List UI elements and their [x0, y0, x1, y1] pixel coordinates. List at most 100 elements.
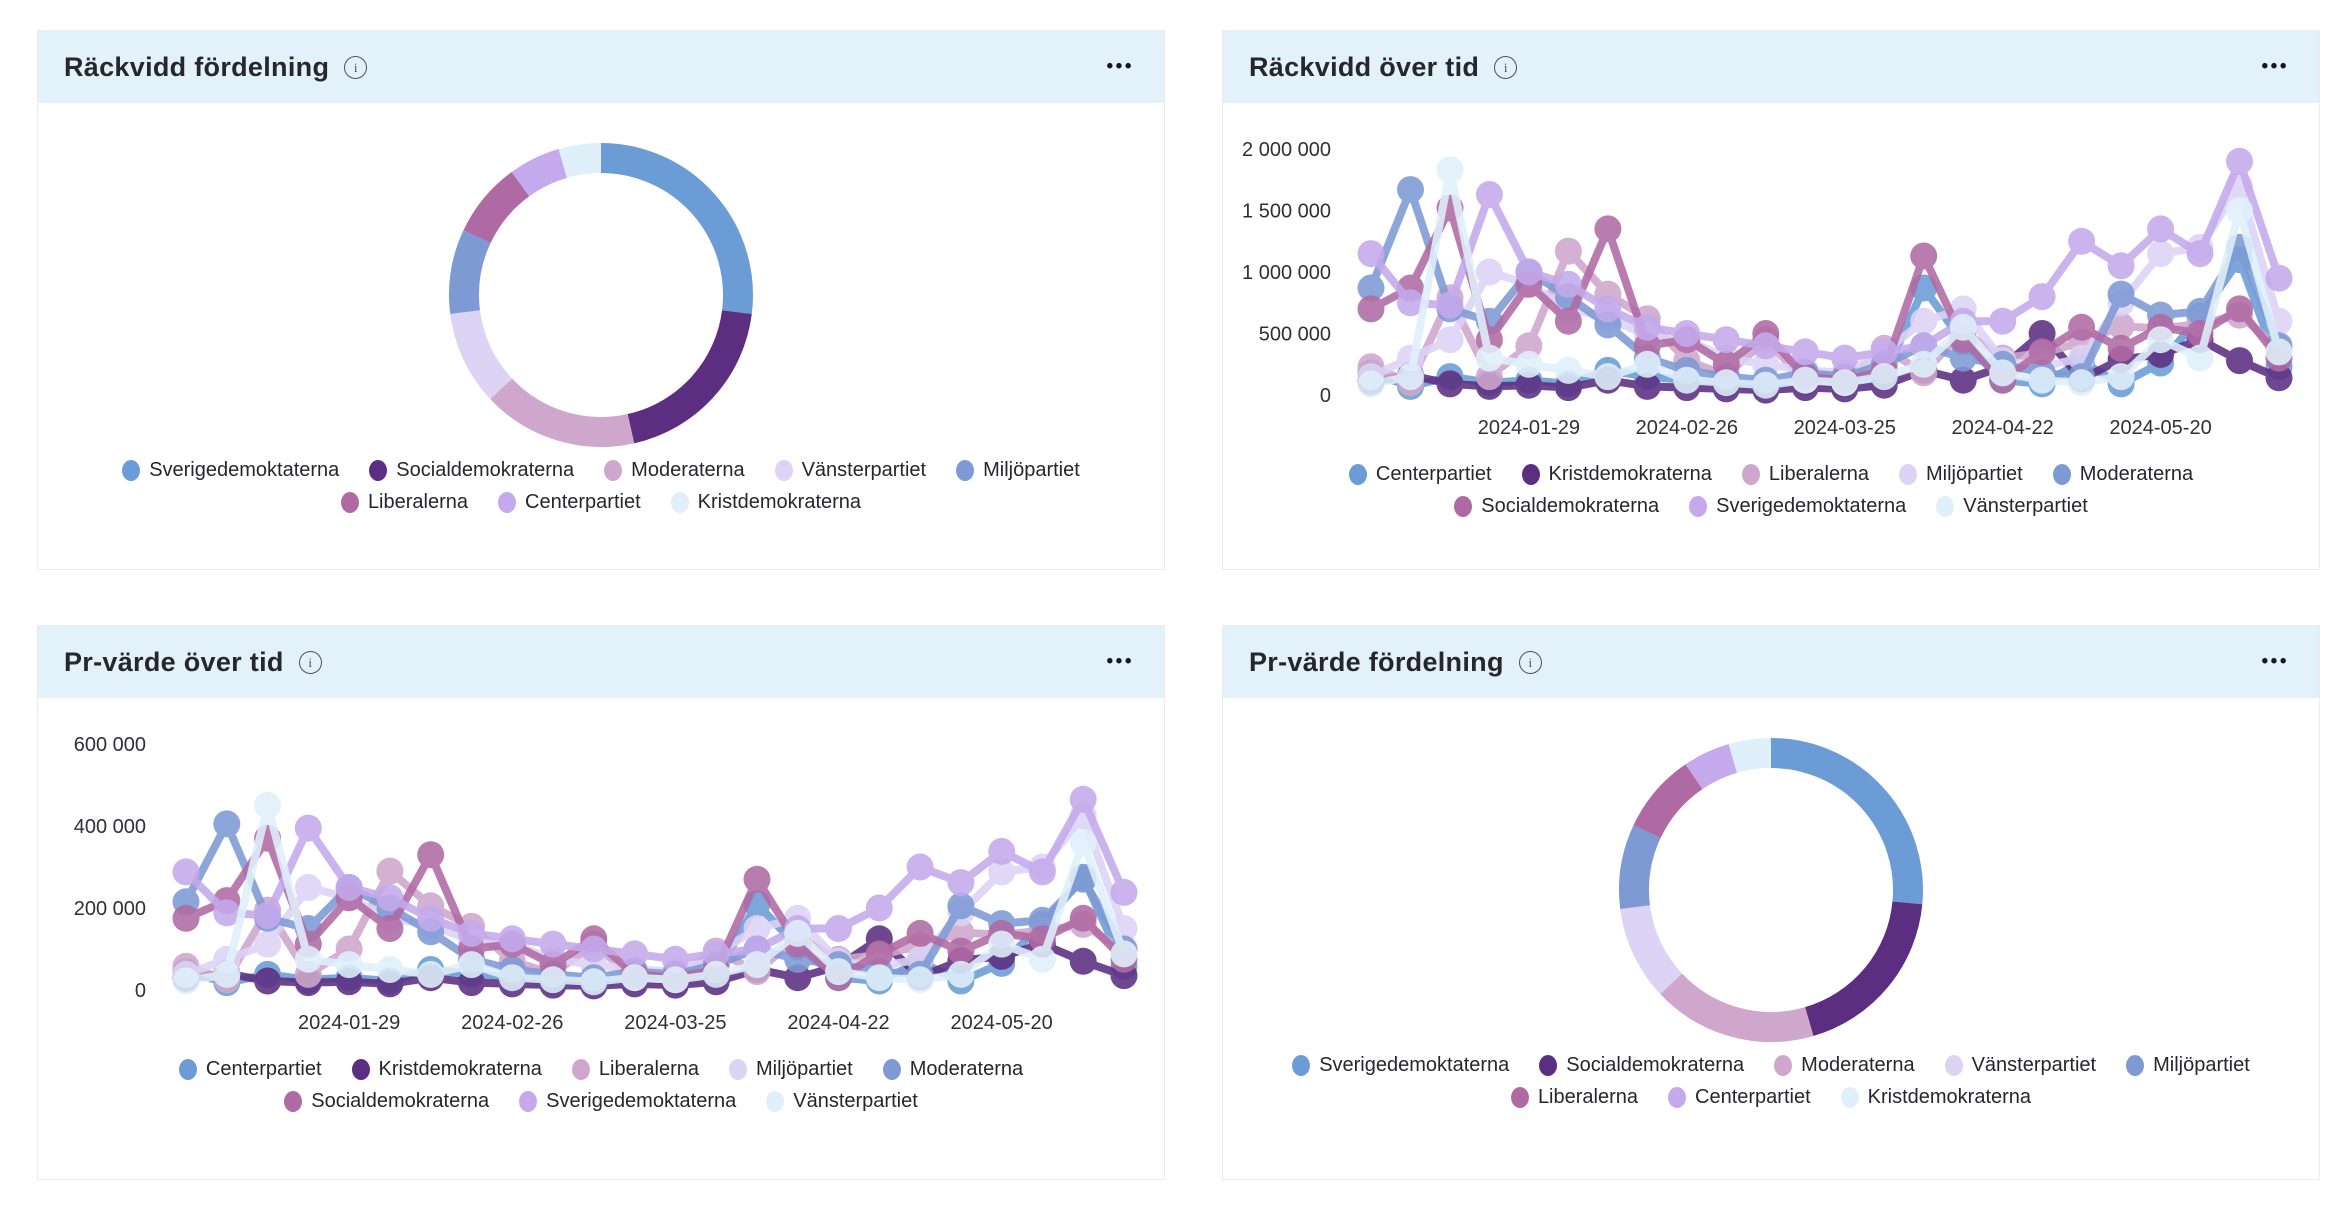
donut-slice[interactable]: [1770, 738, 1923, 905]
data-point[interactable]: [1633, 372, 1661, 400]
legend-item[interactable]: Kristdemokraterna: [1521, 463, 1712, 486]
data-point[interactable]: [1752, 332, 1780, 360]
data-point[interactable]: [1989, 359, 2017, 387]
legend-item[interactable]: Moderaterna: [2052, 463, 2193, 486]
data-point[interactable]: [947, 869, 975, 897]
legend-item[interactable]: Vänsterpartiet: [1936, 495, 2088, 518]
data-point[interactable]: [1870, 338, 1898, 366]
data-point[interactable]: [1028, 906, 1056, 934]
donut-slice[interactable]: [1685, 744, 1738, 790]
data-point[interactable]: [2068, 369, 2096, 397]
legend-item[interactable]: Socialdemokraterna: [284, 1090, 489, 1113]
legend-item[interactable]: Vänsterpartiet: [766, 1090, 918, 1113]
data-point[interactable]: [1949, 313, 1977, 341]
legend-item[interactable]: Liberalerna: [1510, 1086, 1638, 1109]
data-point[interactable]: [213, 960, 241, 988]
data-point[interactable]: [1028, 858, 1056, 886]
donut-slice[interactable]: [600, 143, 753, 315]
legend-item[interactable]: Liberalerna: [571, 1058, 699, 1081]
data-point[interactable]: [1673, 320, 1701, 347]
data-point[interactable]: [1554, 307, 1582, 335]
data-point[interactable]: [1791, 338, 1819, 366]
info-icon[interactable]: i: [1494, 55, 1518, 79]
data-point[interactable]: [784, 919, 812, 947]
data-point[interactable]: [2068, 313, 2096, 341]
data-point[interactable]: [2028, 283, 2056, 311]
data-point[interactable]: [172, 904, 200, 932]
data-point[interactable]: [1028, 945, 1056, 973]
donut-slice[interactable]: [450, 309, 513, 400]
data-point[interactable]: [2265, 364, 2293, 392]
data-point[interactable]: [1110, 940, 1138, 968]
data-point[interactable]: [417, 904, 445, 932]
data-point[interactable]: [621, 940, 649, 968]
data-point[interactable]: [988, 930, 1016, 958]
donut-slice[interactable]: [511, 149, 568, 197]
data-point[interactable]: [1594, 295, 1622, 323]
donut-slice[interactable]: [1660, 973, 1814, 1042]
data-point[interactable]: [702, 940, 730, 968]
data-point[interactable]: [702, 960, 730, 988]
data-point[interactable]: [1633, 350, 1661, 378]
data-point[interactable]: [1110, 878, 1138, 906]
legend-item[interactable]: Sverigedemoktaterna: [1689, 495, 1906, 518]
legend-item[interactable]: Kristdemokraterna: [670, 491, 861, 514]
data-point[interactable]: [1594, 363, 1622, 391]
data-point[interactable]: [539, 966, 567, 994]
data-point[interactable]: [1069, 828, 1097, 856]
data-point[interactable]: [2028, 338, 2056, 366]
data-point[interactable]: [1910, 307, 1938, 335]
data-point[interactable]: [1515, 371, 1543, 399]
info-icon[interactable]: i: [298, 650, 322, 674]
legend-item[interactable]: Centerpartiet: [1348, 463, 1492, 486]
data-point[interactable]: [376, 857, 404, 885]
donut-slice[interactable]: [1633, 764, 1703, 839]
data-point[interactable]: [1357, 240, 1385, 268]
data-point[interactable]: [2226, 147, 2253, 175]
data-point[interactable]: [1712, 326, 1740, 354]
data-point[interactable]: [1515, 258, 1543, 286]
data-point[interactable]: [580, 935, 608, 963]
donut-slice[interactable]: [490, 378, 635, 447]
data-point[interactable]: [1475, 363, 1503, 391]
data-point[interactable]: [1436, 326, 1464, 354]
data-point[interactable]: [2107, 363, 2135, 391]
data-point[interactable]: [1515, 350, 1543, 378]
info-icon[interactable]: i: [1518, 650, 1542, 674]
data-point[interactable]: [1712, 369, 1740, 397]
data-point[interactable]: [661, 945, 689, 973]
data-point[interactable]: [417, 960, 445, 988]
data-point[interactable]: [1436, 291, 1464, 319]
data-point[interactable]: [1989, 307, 2017, 335]
data-point[interactable]: [2186, 344, 2214, 372]
panel-menu-button[interactable]: •••: [1106, 56, 1134, 77]
data-point[interactable]: [498, 925, 526, 953]
data-point[interactable]: [865, 894, 893, 922]
data-point[interactable]: [2107, 280, 2135, 308]
data-point[interactable]: [661, 966, 689, 994]
legend-item[interactable]: Centerpartiet: [178, 1058, 322, 1081]
data-point[interactable]: [254, 792, 282, 819]
data-point[interactable]: [1949, 366, 1977, 394]
data-point[interactable]: [335, 874, 363, 901]
donut-slice[interactable]: [1728, 738, 1772, 773]
panel-menu-button[interactable]: •••: [1106, 651, 1134, 672]
data-point[interactable]: [1475, 258, 1503, 286]
data-point[interactable]: [417, 841, 445, 869]
data-point[interactable]: [580, 968, 608, 996]
data-point[interactable]: [988, 858, 1016, 886]
data-point[interactable]: [254, 967, 282, 995]
legend-item[interactable]: Socialdemokraterna: [369, 459, 574, 482]
legend-item[interactable]: Socialdemokraterna: [1539, 1054, 1744, 1077]
data-point[interactable]: [213, 810, 241, 838]
data-point[interactable]: [743, 865, 771, 893]
data-point[interactable]: [2107, 334, 2135, 362]
data-point[interactable]: [2147, 326, 2175, 354]
donut-slice[interactable]: [1620, 904, 1683, 995]
data-point[interactable]: [2186, 240, 2214, 268]
data-point[interactable]: [294, 814, 322, 842]
data-point[interactable]: [458, 951, 485, 979]
legend-item[interactable]: Kristdemokraterna: [351, 1058, 542, 1081]
data-point[interactable]: [1515, 332, 1543, 360]
data-point[interactable]: [2147, 215, 2175, 243]
